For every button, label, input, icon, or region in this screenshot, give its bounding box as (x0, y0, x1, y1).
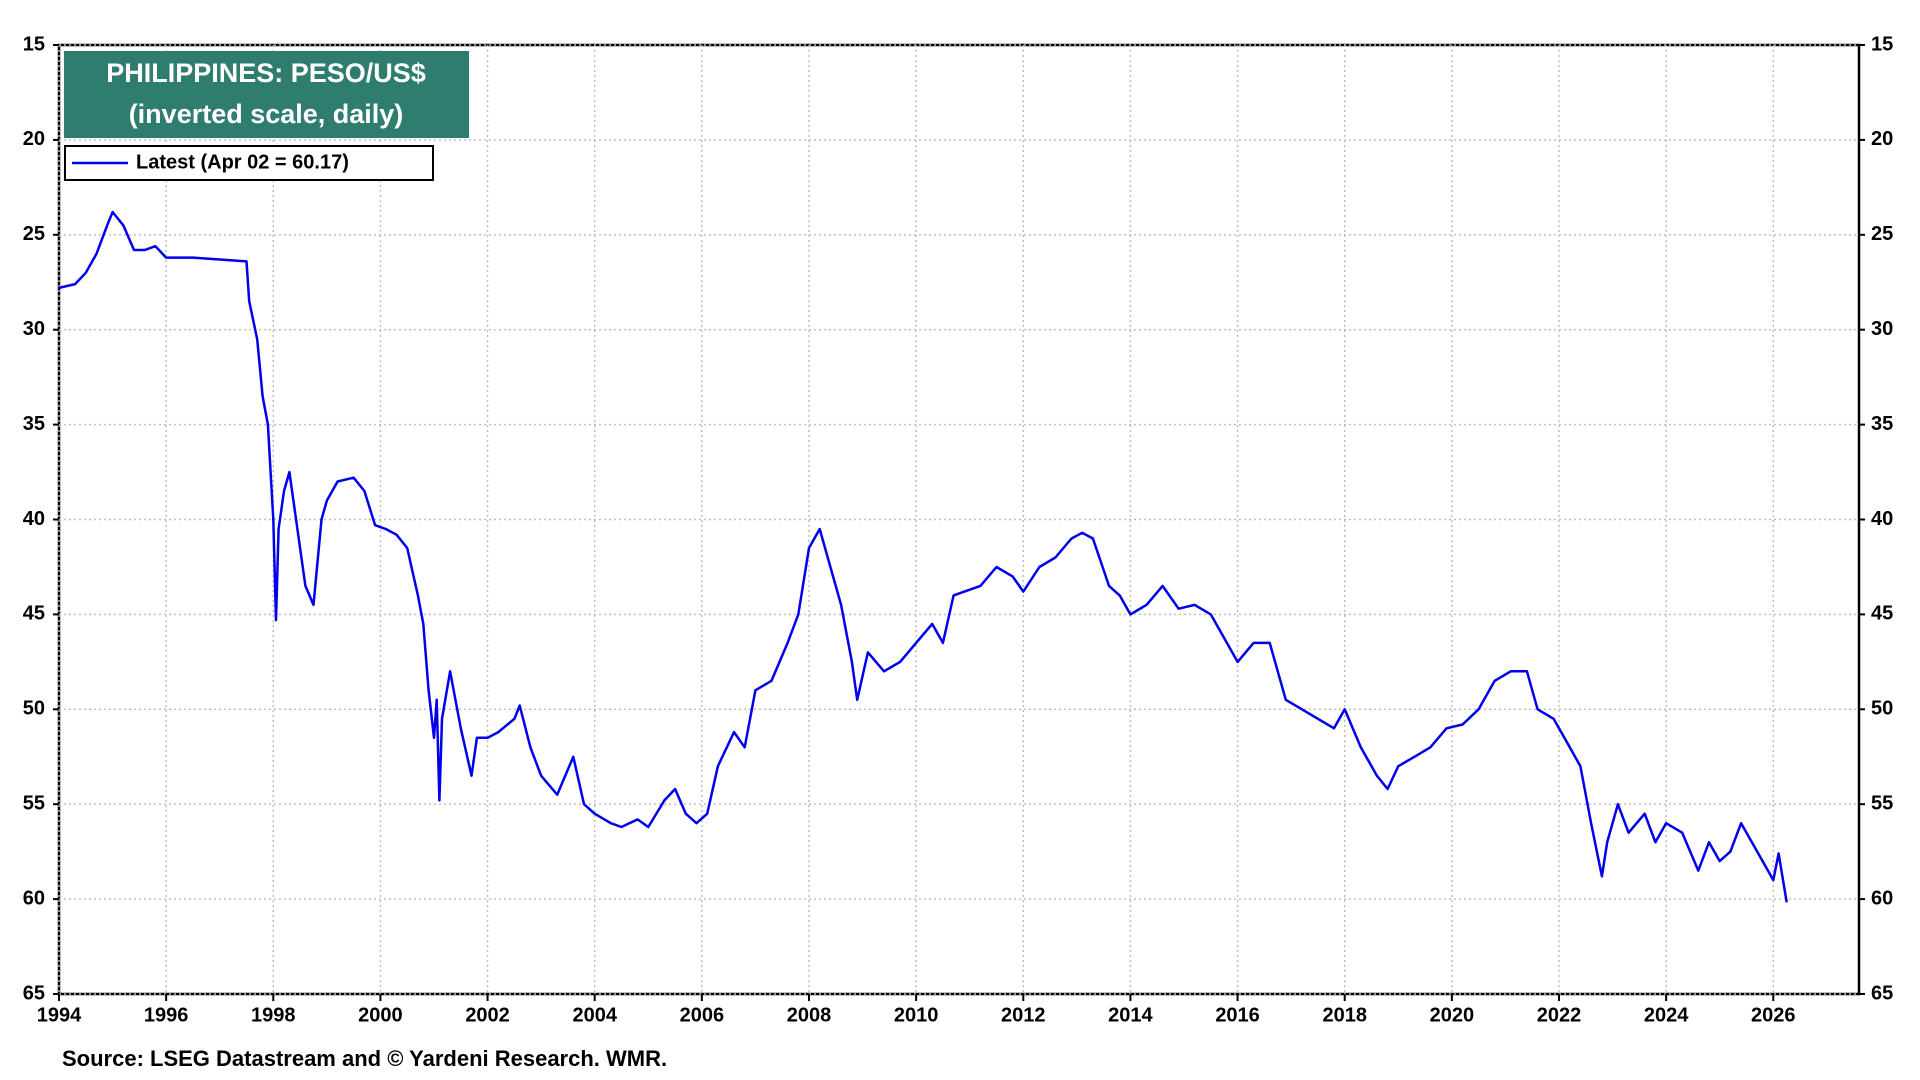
series-line (58, 210, 1788, 903)
x-tick-label: 2020 (1430, 1004, 1475, 1026)
y-tick-label: 15 (23, 33, 45, 55)
x-tick-label: 1996 (144, 1004, 189, 1026)
y2-tick-label: 50 (1871, 698, 1893, 720)
grid (58, 44, 1859, 995)
x-tick-label: 2010 (894, 1004, 939, 1026)
y2-tick-label: 45 (1871, 603, 1893, 625)
y-tick-label: 50 (23, 698, 45, 720)
y-tick-label: 40 (23, 508, 45, 530)
x-tick-label: 1998 (251, 1004, 296, 1026)
x-tick-label: 2014 (1108, 1004, 1153, 1026)
x-tick-label: 2016 (1215, 1004, 1260, 1026)
x-tick-label: 2012 (1001, 1004, 1046, 1026)
y2-tick-label: 20 (1871, 128, 1893, 150)
x-tick-label: 2002 (465, 1004, 510, 1026)
x-tick-label: 2004 (572, 1004, 617, 1026)
x-tick-label: 2018 (1322, 1004, 1367, 1026)
legend-label: Latest (Apr 02 = 60.17) (136, 151, 349, 173)
y-tick-label: 60 (23, 887, 45, 909)
y2-tick-label: 40 (1871, 508, 1893, 530)
y-tick-label: 65 (23, 982, 45, 1004)
y2-tick-label: 65 (1871, 982, 1893, 1004)
y2-tick-label: 15 (1871, 33, 1893, 55)
y-tick-label: 55 (23, 792, 45, 814)
y-tick-label: 25 (23, 223, 45, 245)
chart-title: PHILIPPINES: PESO/US$ (106, 58, 426, 88)
y2-tick-label: 60 (1871, 887, 1893, 909)
y2-tick-label: 55 (1871, 792, 1893, 814)
y2-tick-label: 35 (1871, 413, 1893, 435)
y-tick-label: 45 (23, 603, 45, 625)
y2-tick-label: 25 (1871, 223, 1893, 245)
x-tick-label: 2006 (680, 1004, 725, 1026)
x-tick-label: 2026 (1751, 1004, 1796, 1026)
y-tick-label: 30 (23, 318, 45, 340)
x-tick-label: 2008 (787, 1004, 832, 1026)
marks (58, 210, 1788, 903)
y2-tick-label: 30 (1871, 318, 1893, 340)
source-note: Source: LSEG Datastream and © Yardeni Re… (62, 1046, 667, 1071)
x-tick-label: 2000 (358, 1004, 403, 1026)
title-box (64, 51, 469, 138)
x-tick-label: 2022 (1537, 1004, 1582, 1026)
chart-subtitle: (inverted scale, daily) (129, 99, 404, 129)
x-tick-label: 2024 (1644, 1004, 1689, 1026)
y-tick-label: 20 (23, 128, 45, 150)
x-tick-label: 1994 (37, 1004, 82, 1026)
y-tick-label: 35 (23, 413, 45, 435)
